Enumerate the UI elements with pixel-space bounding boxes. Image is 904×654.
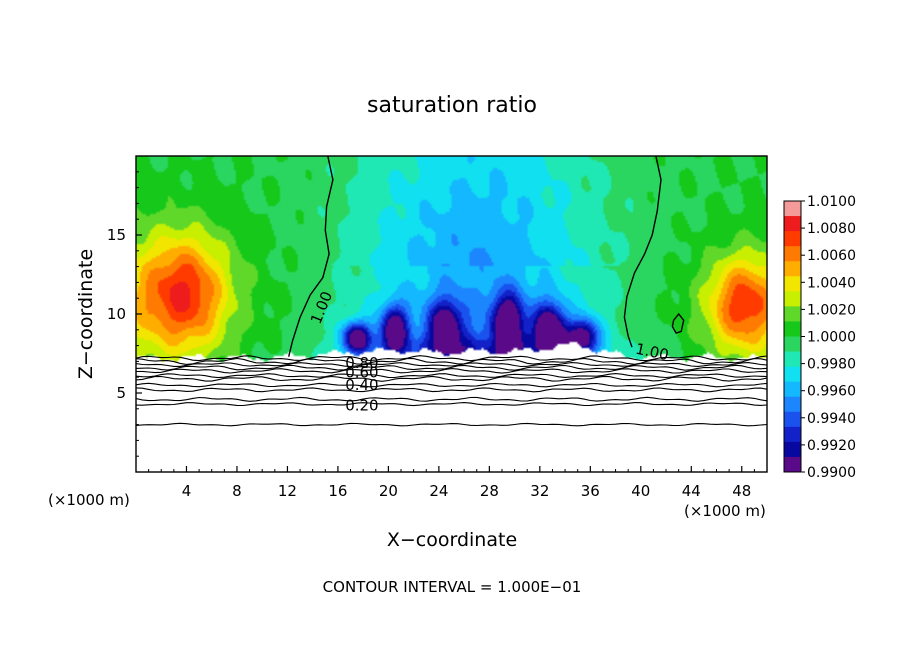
x-tick-label: 36 <box>581 482 600 500</box>
x-tick-label: 44 <box>682 482 701 500</box>
plot-area: 1.001.000.800.600.400.20 <box>135 155 768 473</box>
x-tick-label: 48 <box>732 482 751 500</box>
contour-label: 0.60 <box>345 363 378 381</box>
x-tick-label: 28 <box>480 482 499 500</box>
contour-line <box>136 373 767 379</box>
colorbar-swatch <box>784 411 801 428</box>
x-unit-label-left: (×1000 m) <box>48 491 130 509</box>
colorbar-label: 0.9900 <box>807 465 856 481</box>
x-tick-label: 20 <box>379 482 398 500</box>
colorbar-swatch <box>784 456 801 473</box>
colorbar: 1.0100 1.0080 1.0060 1.0040 1.0020 1.0000 0.99… <box>783 194 856 481</box>
x-tick-label: 24 <box>429 482 448 500</box>
colorbar-label: 1.0100 <box>807 194 856 210</box>
contour-lines <box>136 156 767 427</box>
contour-line <box>136 396 767 402</box>
colorbar-swatch <box>784 351 801 368</box>
colorbar-swatch <box>784 426 801 443</box>
unity-contour-line <box>623 156 662 348</box>
colorbar-swatch <box>784 336 801 353</box>
colorbar-label: 1.0080 <box>807 221 856 237</box>
colorbar-swatch <box>784 366 801 383</box>
colorbar-label: 0.9920 <box>807 438 856 454</box>
colorbar-swatch <box>784 321 801 337</box>
colorbar-label: 1.0000 <box>807 330 856 346</box>
colorbar-swatch <box>784 276 801 292</box>
contour-line <box>136 368 767 374</box>
colorbar-swatch <box>784 396 801 413</box>
contour-label: 0.20 <box>345 397 378 415</box>
colorbar-label: 0.9960 <box>807 384 856 400</box>
x-tick-label: 40 <box>631 482 650 500</box>
chart-title: saturation ratio <box>367 93 537 118</box>
contour-label: 0.80 <box>345 354 378 372</box>
y-tick-label: 5 <box>116 384 126 402</box>
x-tick-label: 32 <box>530 482 549 500</box>
x-axis-label: X−coordinate <box>387 529 517 551</box>
colorbar-swatch <box>784 381 801 398</box>
colorbar-label: 0.9980 <box>807 357 856 373</box>
colorbar-label: 0.9940 <box>807 411 856 427</box>
contour-line <box>136 357 767 365</box>
unity-contour-line <box>288 156 334 357</box>
contour-line <box>136 362 767 368</box>
colorbar-swatch <box>784 231 801 247</box>
colorbar-swatch <box>784 201 801 217</box>
colorbar-label: 1.0060 <box>807 248 856 264</box>
colorbar-swatch <box>784 216 801 232</box>
x-tick-label: 12 <box>278 482 297 500</box>
contour-interval-note: CONTOUR INTERVAL = 1.000E−01 <box>323 578 582 596</box>
x-tick-label: 8 <box>232 482 242 500</box>
contour-line <box>136 382 767 388</box>
colorbar-label: 1.0040 <box>807 275 856 291</box>
contour-line <box>136 375 767 382</box>
colorbar-swatch <box>784 291 801 307</box>
saturation-heatmap <box>136 156 767 472</box>
colorbar-swatch <box>784 261 801 277</box>
contour-line <box>136 387 767 393</box>
contour-line <box>136 402 767 407</box>
colorbar-swatch <box>784 306 801 322</box>
colorbar-swatch <box>784 246 801 262</box>
y-axis-ticks: 5 10 15 <box>107 171 142 457</box>
contour-label: 0.40 <box>345 376 378 394</box>
y-tick-label: 15 <box>107 226 126 244</box>
y-axis-label: Z−coordinate <box>75 249 97 379</box>
contour-line <box>136 364 767 371</box>
colorbar-label: 1.0020 <box>807 302 856 318</box>
x-unit-label-right: (×1000 m) <box>684 502 766 520</box>
y-tick-label: 10 <box>107 305 126 323</box>
contour-line <box>136 422 767 427</box>
unity-contour-line <box>671 312 685 334</box>
contour-line <box>136 355 767 362</box>
x-tick-label: 16 <box>328 482 347 500</box>
colorbar-swatch <box>784 441 801 458</box>
x-tick-label: 4 <box>182 482 192 500</box>
x-axis-ticks: 4 8 12 16 20 24 28 32 36 40 44 48 <box>148 466 755 500</box>
